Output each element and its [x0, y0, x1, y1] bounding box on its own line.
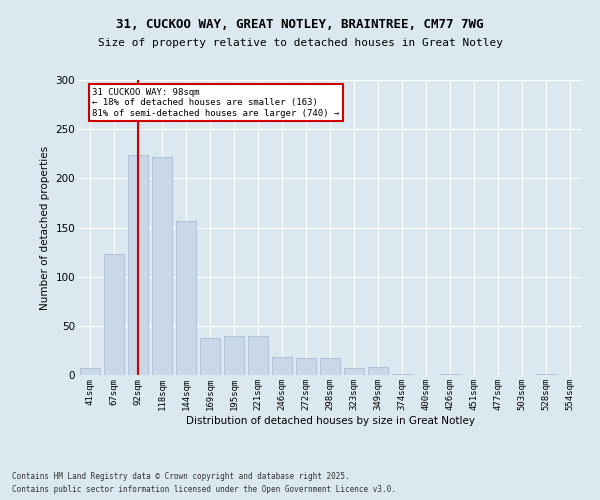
Bar: [128, 154, 148, 375]
Bar: [248, 336, 268, 375]
Bar: [392, 374, 412, 375]
Bar: [200, 338, 220, 375]
Bar: [344, 368, 364, 375]
Bar: [104, 254, 124, 375]
Bar: [296, 358, 316, 375]
Bar: [272, 358, 292, 375]
Bar: [536, 374, 556, 375]
Bar: [80, 368, 100, 375]
Bar: [152, 156, 172, 375]
Bar: [224, 336, 244, 375]
Bar: [320, 358, 340, 375]
Text: Size of property relative to detached houses in Great Notley: Size of property relative to detached ho…: [97, 38, 503, 48]
Text: 31 CUCKOO WAY: 98sqm
← 18% of detached houses are smaller (163)
81% of semi-deta: 31 CUCKOO WAY: 98sqm ← 18% of detached h…: [92, 88, 340, 118]
Text: 31, CUCKOO WAY, GREAT NOTLEY, BRAINTREE, CM77 7WG: 31, CUCKOO WAY, GREAT NOTLEY, BRAINTREE,…: [116, 18, 484, 30]
Bar: [440, 374, 460, 375]
Y-axis label: Number of detached properties: Number of detached properties: [40, 146, 50, 310]
Text: Contains HM Land Registry data © Crown copyright and database right 2025.: Contains HM Land Registry data © Crown c…: [12, 472, 350, 481]
Text: Contains public sector information licensed under the Open Government Licence v3: Contains public sector information licen…: [12, 485, 396, 494]
X-axis label: Distribution of detached houses by size in Great Notley: Distribution of detached houses by size …: [185, 416, 475, 426]
Bar: [176, 220, 196, 375]
Bar: [368, 367, 388, 375]
